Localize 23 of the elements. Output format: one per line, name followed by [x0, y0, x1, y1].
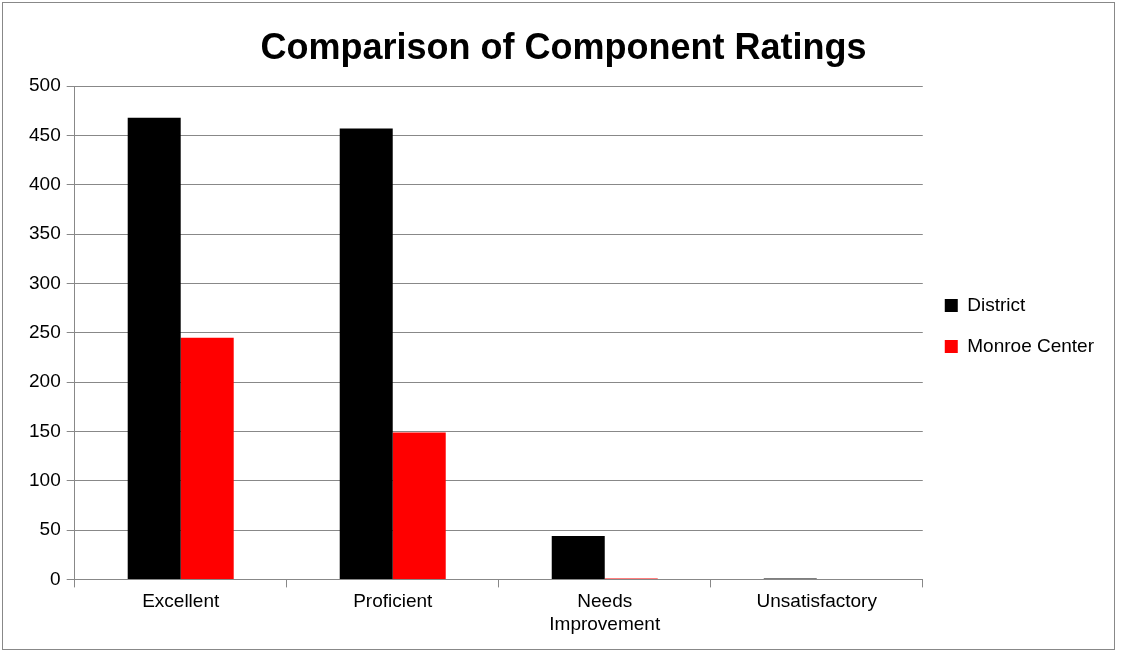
bar [180, 337, 234, 579]
x-tick-label: Needs Improvement [549, 590, 661, 634]
y-tick-label: 500 [29, 74, 61, 96]
y-tick-label: 0 [50, 567, 61, 589]
y-tick-label: 100 [29, 468, 61, 490]
y-tick-label: 150 [29, 419, 61, 441]
legend-label: District [967, 293, 1027, 315]
y-tick-label: 350 [29, 222, 61, 244]
legend-label: Monroe Center [967, 334, 1095, 356]
bar [551, 536, 605, 579]
y-tick-label: 50 [39, 518, 61, 540]
x-tick-label: Proficient [353, 590, 434, 612]
y-tick-label: 250 [29, 321, 61, 343]
y-tick-label: 450 [29, 123, 61, 145]
y-tick-label: 300 [29, 271, 61, 293]
bar [392, 432, 446, 579]
y-tick-label: 200 [29, 370, 61, 392]
chart-title: Comparison of Component Ratings [260, 25, 867, 67]
y-tick-label: 400 [29, 173, 61, 195]
bar [339, 128, 393, 579]
x-tick-label: Excellent [142, 590, 220, 612]
bar [127, 117, 181, 579]
x-tick-label: Unsatisfactory [756, 590, 878, 612]
